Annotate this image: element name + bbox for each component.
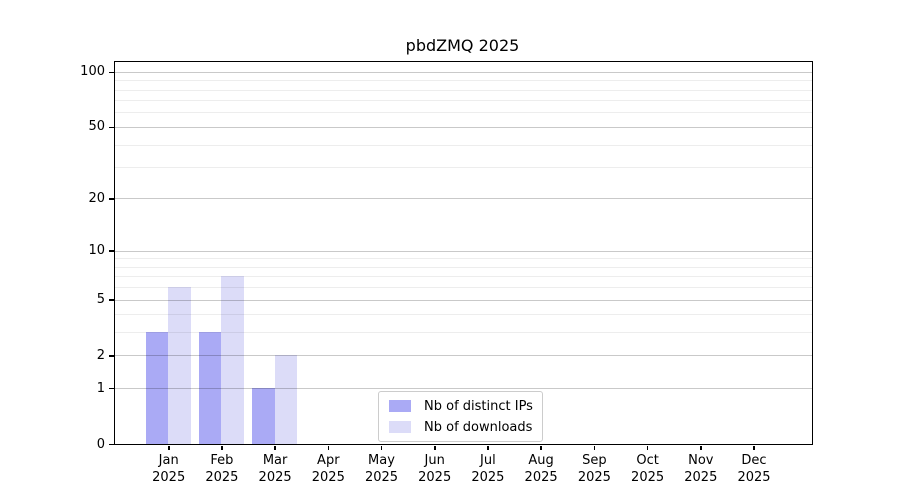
x-tick-year: 2025 — [631, 469, 665, 485]
y-tick-label: 100 — [80, 64, 105, 80]
x-tick-label: Mar 2025 — [245, 453, 305, 486]
y-tick-mark — [109, 71, 114, 73]
x-tick-mark — [646, 446, 649, 450]
y-tick-mark — [109, 250, 114, 252]
chart-title: pbdZMQ 2025 — [405, 36, 520, 55]
legend: Nb of distinct IPs Nb of downloads — [378, 391, 543, 442]
gridline-minor — [115, 258, 812, 260]
x-tick-month: Jan — [158, 453, 179, 468]
gridline-major — [115, 355, 812, 357]
x-tick-month: Mar — [262, 453, 288, 468]
x-tick-year: 2025 — [311, 469, 345, 485]
gridline-minor — [115, 80, 812, 82]
gridline-minor — [115, 89, 812, 91]
bar-downloads — [221, 276, 244, 444]
bar-downloads — [274, 355, 298, 444]
gridline-minor — [115, 167, 812, 168]
x-tick-year: 2025 — [471, 469, 505, 485]
x-tick-mark — [593, 446, 596, 450]
bar-distinct-ips — [198, 332, 222, 444]
y-tick-mark — [109, 299, 114, 301]
y-tick-label: 50 — [88, 119, 105, 135]
x-tick-mark — [753, 446, 755, 450]
gridline-minor — [115, 276, 812, 278]
x-tick-year: 2025 — [418, 469, 452, 485]
gridline-major — [115, 388, 812, 390]
x-tick-year: 2025 — [152, 469, 186, 485]
x-tick-year: 2025 — [258, 469, 292, 485]
y-tick-mark — [109, 355, 114, 357]
x-tick-month: Jul — [480, 453, 496, 468]
y-tick-label: 2 — [96, 347, 105, 363]
x-tick-month: Apr — [317, 453, 340, 468]
x-tick-month: May — [368, 453, 395, 468]
x-tick-year: 2025 — [524, 469, 558, 485]
x-tick-label: Jul 2025 — [458, 453, 518, 486]
x-tick-label: Oct 2025 — [618, 453, 678, 486]
x-tick-mark — [168, 446, 170, 450]
x-tick-label: May 2025 — [352, 453, 412, 486]
x-tick-month: Oct — [636, 453, 659, 468]
y-tick-label: 1 — [96, 380, 105, 396]
gridline-minor — [115, 112, 812, 114]
x-tick-month: Dec — [741, 453, 767, 468]
x-tick-label: Dec 2025 — [724, 453, 784, 486]
legend-label: Nb of downloads — [424, 419, 533, 435]
x-tick-month: Sep — [582, 453, 607, 468]
gridline-minor — [115, 266, 812, 268]
y-tick-label: 20 — [88, 190, 105, 206]
legend-swatch-downloads — [389, 421, 411, 433]
gridline-major — [115, 299, 812, 301]
x-tick-mark — [434, 446, 436, 450]
x-tick-month: Aug — [528, 453, 554, 468]
x-tick-label: Sep 2025 — [564, 453, 624, 486]
x-tick-label: Jun 2025 — [405, 453, 465, 486]
legend-entry: Nb of distinct IPs — [385, 397, 533, 415]
y-tick-mark — [109, 443, 114, 446]
gridline-major — [115, 126, 812, 128]
legend-swatch-distinct-ips — [389, 400, 411, 412]
x-tick-label: Feb 2025 — [192, 453, 252, 486]
x-tick-year: 2025 — [684, 469, 718, 485]
x-tick-mark — [274, 446, 276, 450]
x-tick-year: 2025 — [577, 469, 611, 485]
x-tick-month: Jun — [424, 453, 445, 468]
x-tick-year: 2025 — [737, 469, 771, 485]
x-tick-mark — [327, 446, 330, 450]
bar-distinct-ips — [145, 332, 169, 444]
gridline-minor — [115, 287, 812, 289]
x-tick-mark — [540, 446, 542, 450]
x-tick-year: 2025 — [364, 469, 399, 485]
y-tick-label: 10 — [88, 243, 105, 259]
x-tick-mark — [380, 446, 383, 450]
x-tick-label: Aug 2025 — [511, 453, 571, 486]
y-tick-mark — [109, 126, 114, 129]
x-tick-mark — [700, 446, 702, 450]
gridline-major — [115, 198, 812, 200]
gridline-minor — [115, 144, 812, 146]
plot-area — [114, 61, 813, 445]
gridline-minor — [115, 332, 812, 334]
x-tick-month: Feb — [210, 453, 234, 468]
x-tick-mark — [221, 446, 223, 450]
bar-downloads — [168, 287, 191, 444]
y-tick-label: 5 — [96, 292, 105, 307]
legend-entry: Nb of downloads — [385, 418, 533, 436]
gridline-minor — [115, 314, 812, 316]
y-tick-mark — [109, 198, 114, 200]
x-tick-year: 2025 — [205, 469, 239, 485]
x-tick-month: Nov — [688, 453, 714, 468]
gridline-minor — [115, 100, 812, 102]
gridline-major — [115, 250, 812, 252]
legend-label: Nb of distinct IPs — [424, 398, 533, 414]
x-tick-label: Nov 2025 — [671, 453, 731, 486]
gridline-major — [115, 71, 812, 73]
x-tick-label: Jan 2025 — [139, 453, 199, 486]
x-tick-label: Apr 2025 — [298, 453, 358, 486]
bar-distinct-ips — [252, 388, 275, 444]
y-tick-label: 0 — [96, 436, 105, 452]
x-tick-mark — [487, 446, 489, 450]
y-tick-mark — [109, 387, 114, 390]
